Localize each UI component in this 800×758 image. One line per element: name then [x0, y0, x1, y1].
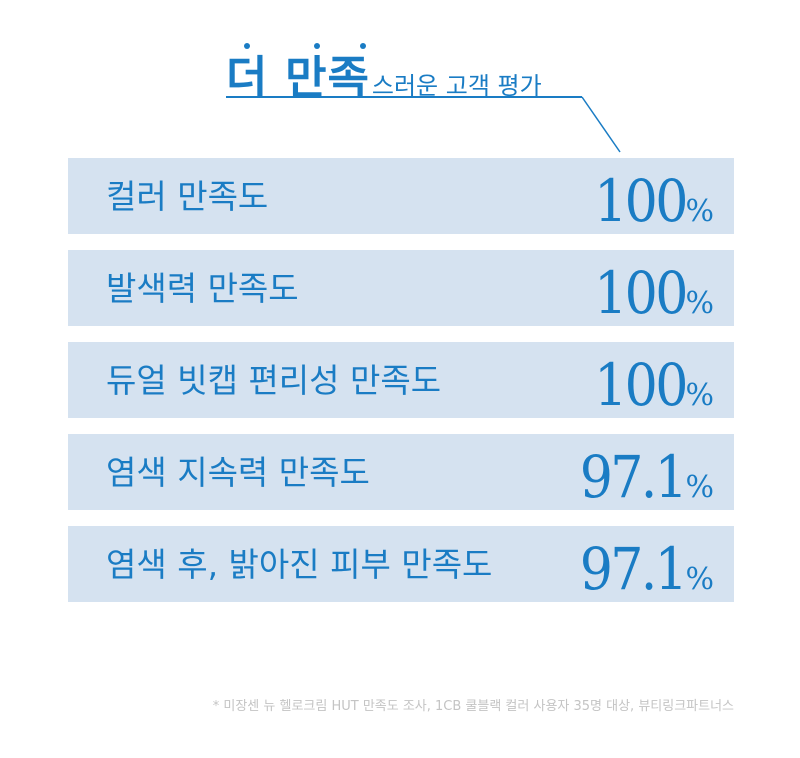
rating-unit: % — [685, 470, 714, 505]
rating-number: 100 — [593, 351, 688, 419]
rating-value: 97.1 % — [568, 540, 714, 598]
rating-label: 컬러 만족도 — [106, 176, 269, 216]
emphasis-dot — [314, 43, 320, 49]
rating-number: 100 — [593, 259, 688, 327]
rating-label: 발색력 만족도 — [106, 268, 299, 308]
rating-unit: % — [685, 194, 714, 229]
rating-label: 듀얼 빗캡 편리성 만족도 — [106, 360, 442, 400]
rating-row: 컬러 만족도 100 % — [68, 158, 734, 234]
rating-row: 발색력 만족도 100 % — [68, 250, 734, 326]
headline: 더 만족 스러운 고객 평가 — [226, 30, 542, 100]
rating-value: 100 % — [584, 264, 714, 322]
rating-label: 염색 후, 밝아진 피부 만족도 — [106, 544, 493, 584]
headline-underline — [226, 96, 582, 98]
rating-row: 염색 후, 밝아진 피부 만족도 97.1 % — [68, 526, 734, 602]
rating-value: 100 % — [584, 356, 714, 414]
rating-row: 듀얼 빗캡 편리성 만족도 100 % — [68, 342, 734, 418]
emphasis-dot — [360, 43, 366, 49]
rating-list: 컬러 만족도 100 % 발색력 만족도 100 % 듀얼 빗캡 편리성 만족도… — [68, 158, 734, 618]
rating-unit: % — [685, 286, 714, 321]
headline-emphasis-wrap: 더 만족 — [226, 43, 370, 100]
rating-unit: % — [685, 562, 714, 597]
rating-value: 100 % — [584, 172, 714, 230]
headline-emphasis: 더 만족 — [226, 51, 370, 104]
emphasis-dot — [244, 43, 250, 49]
headline-rest: 스러운 고객 평가 — [371, 72, 542, 100]
rating-number: 97.1 — [580, 443, 688, 511]
rating-number: 97.1 — [580, 535, 688, 603]
rating-value: 97.1 % — [568, 448, 714, 506]
rating-row: 염색 지속력 만족도 97.1 % — [68, 434, 734, 510]
rating-number: 100 — [593, 167, 688, 235]
rating-unit: % — [685, 378, 714, 413]
rating-label: 염색 지속력 만족도 — [106, 452, 370, 492]
footnote: * 미장센 뉴 헬로크림 HUT 만족도 조사, 1CB 쿨블랙 컬러 사용자 … — [212, 699, 734, 714]
